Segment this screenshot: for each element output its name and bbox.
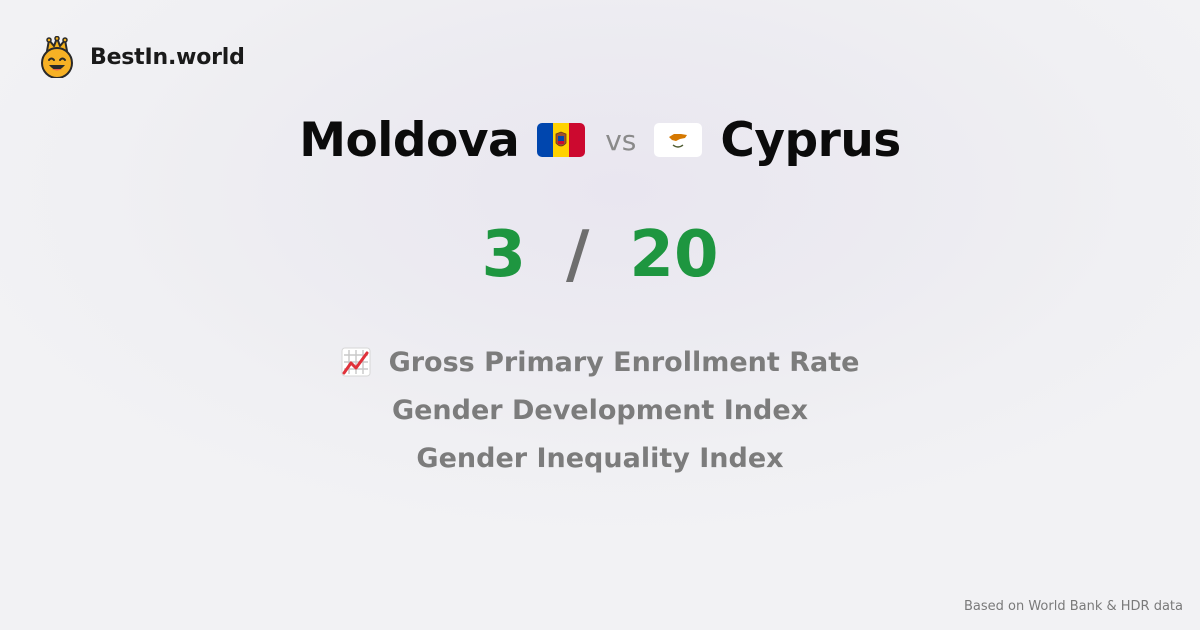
- right-country-name: Cyprus: [720, 112, 901, 168]
- brand-logo[interactable]: BestIn.world: [38, 36, 245, 78]
- list-item: Gender Development Index: [392, 386, 808, 434]
- list-item: Gender Inequality Index: [416, 434, 783, 482]
- comparison-title: Moldova vs Cyprus: [0, 108, 1200, 172]
- chart-increasing-icon: [341, 347, 371, 377]
- brand-name: BestIn.world: [90, 44, 245, 70]
- right-score: 20: [629, 218, 719, 292]
- vs-label: vs: [605, 123, 637, 157]
- list-item: Gross Primary Enrollment Rate: [341, 338, 860, 386]
- metric-label: Gross Primary Enrollment Rate: [388, 346, 860, 378]
- left-country-name: Moldova: [299, 112, 520, 168]
- data-source-note: Based on World Bank & HDR data: [963, 599, 1183, 614]
- score-row: 3 / 20: [0, 218, 1200, 292]
- cyprus-flag-icon: [654, 123, 703, 157]
- moldova-flag-icon: [537, 123, 586, 157]
- left-score: 3: [481, 218, 527, 292]
- crowned-smiley-icon: [41, 36, 73, 78]
- metric-list: Gross Primary Enrollment Rate Gender Dev…: [0, 338, 1200, 482]
- metric-label: Gender Development Index: [391, 394, 809, 426]
- score-separator: /: [566, 218, 590, 292]
- metric-label: Gender Inequality Index: [416, 442, 784, 474]
